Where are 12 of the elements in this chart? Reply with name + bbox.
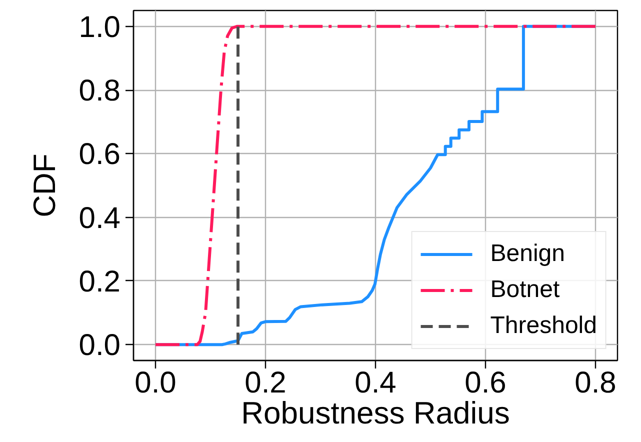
legend-label: Botnet (490, 276, 560, 304)
y-tick-label: 0.0 (78, 329, 121, 362)
x-tick-label: 0.0 (134, 366, 176, 400)
y-tick-label: 0.8 (78, 74, 121, 108)
legend-label: Threshold (490, 312, 597, 340)
y-axis-title: CDF (26, 154, 62, 218)
y-tick-label: 1.0 (78, 10, 121, 44)
y-tick-label: 0.6 (78, 138, 121, 172)
x-tick-label: 0.8 (574, 366, 616, 400)
legend-label: Benign (490, 240, 565, 268)
y-tick-label: 0.2 (78, 265, 121, 298)
y-tick-label: 0.4 (78, 202, 121, 235)
